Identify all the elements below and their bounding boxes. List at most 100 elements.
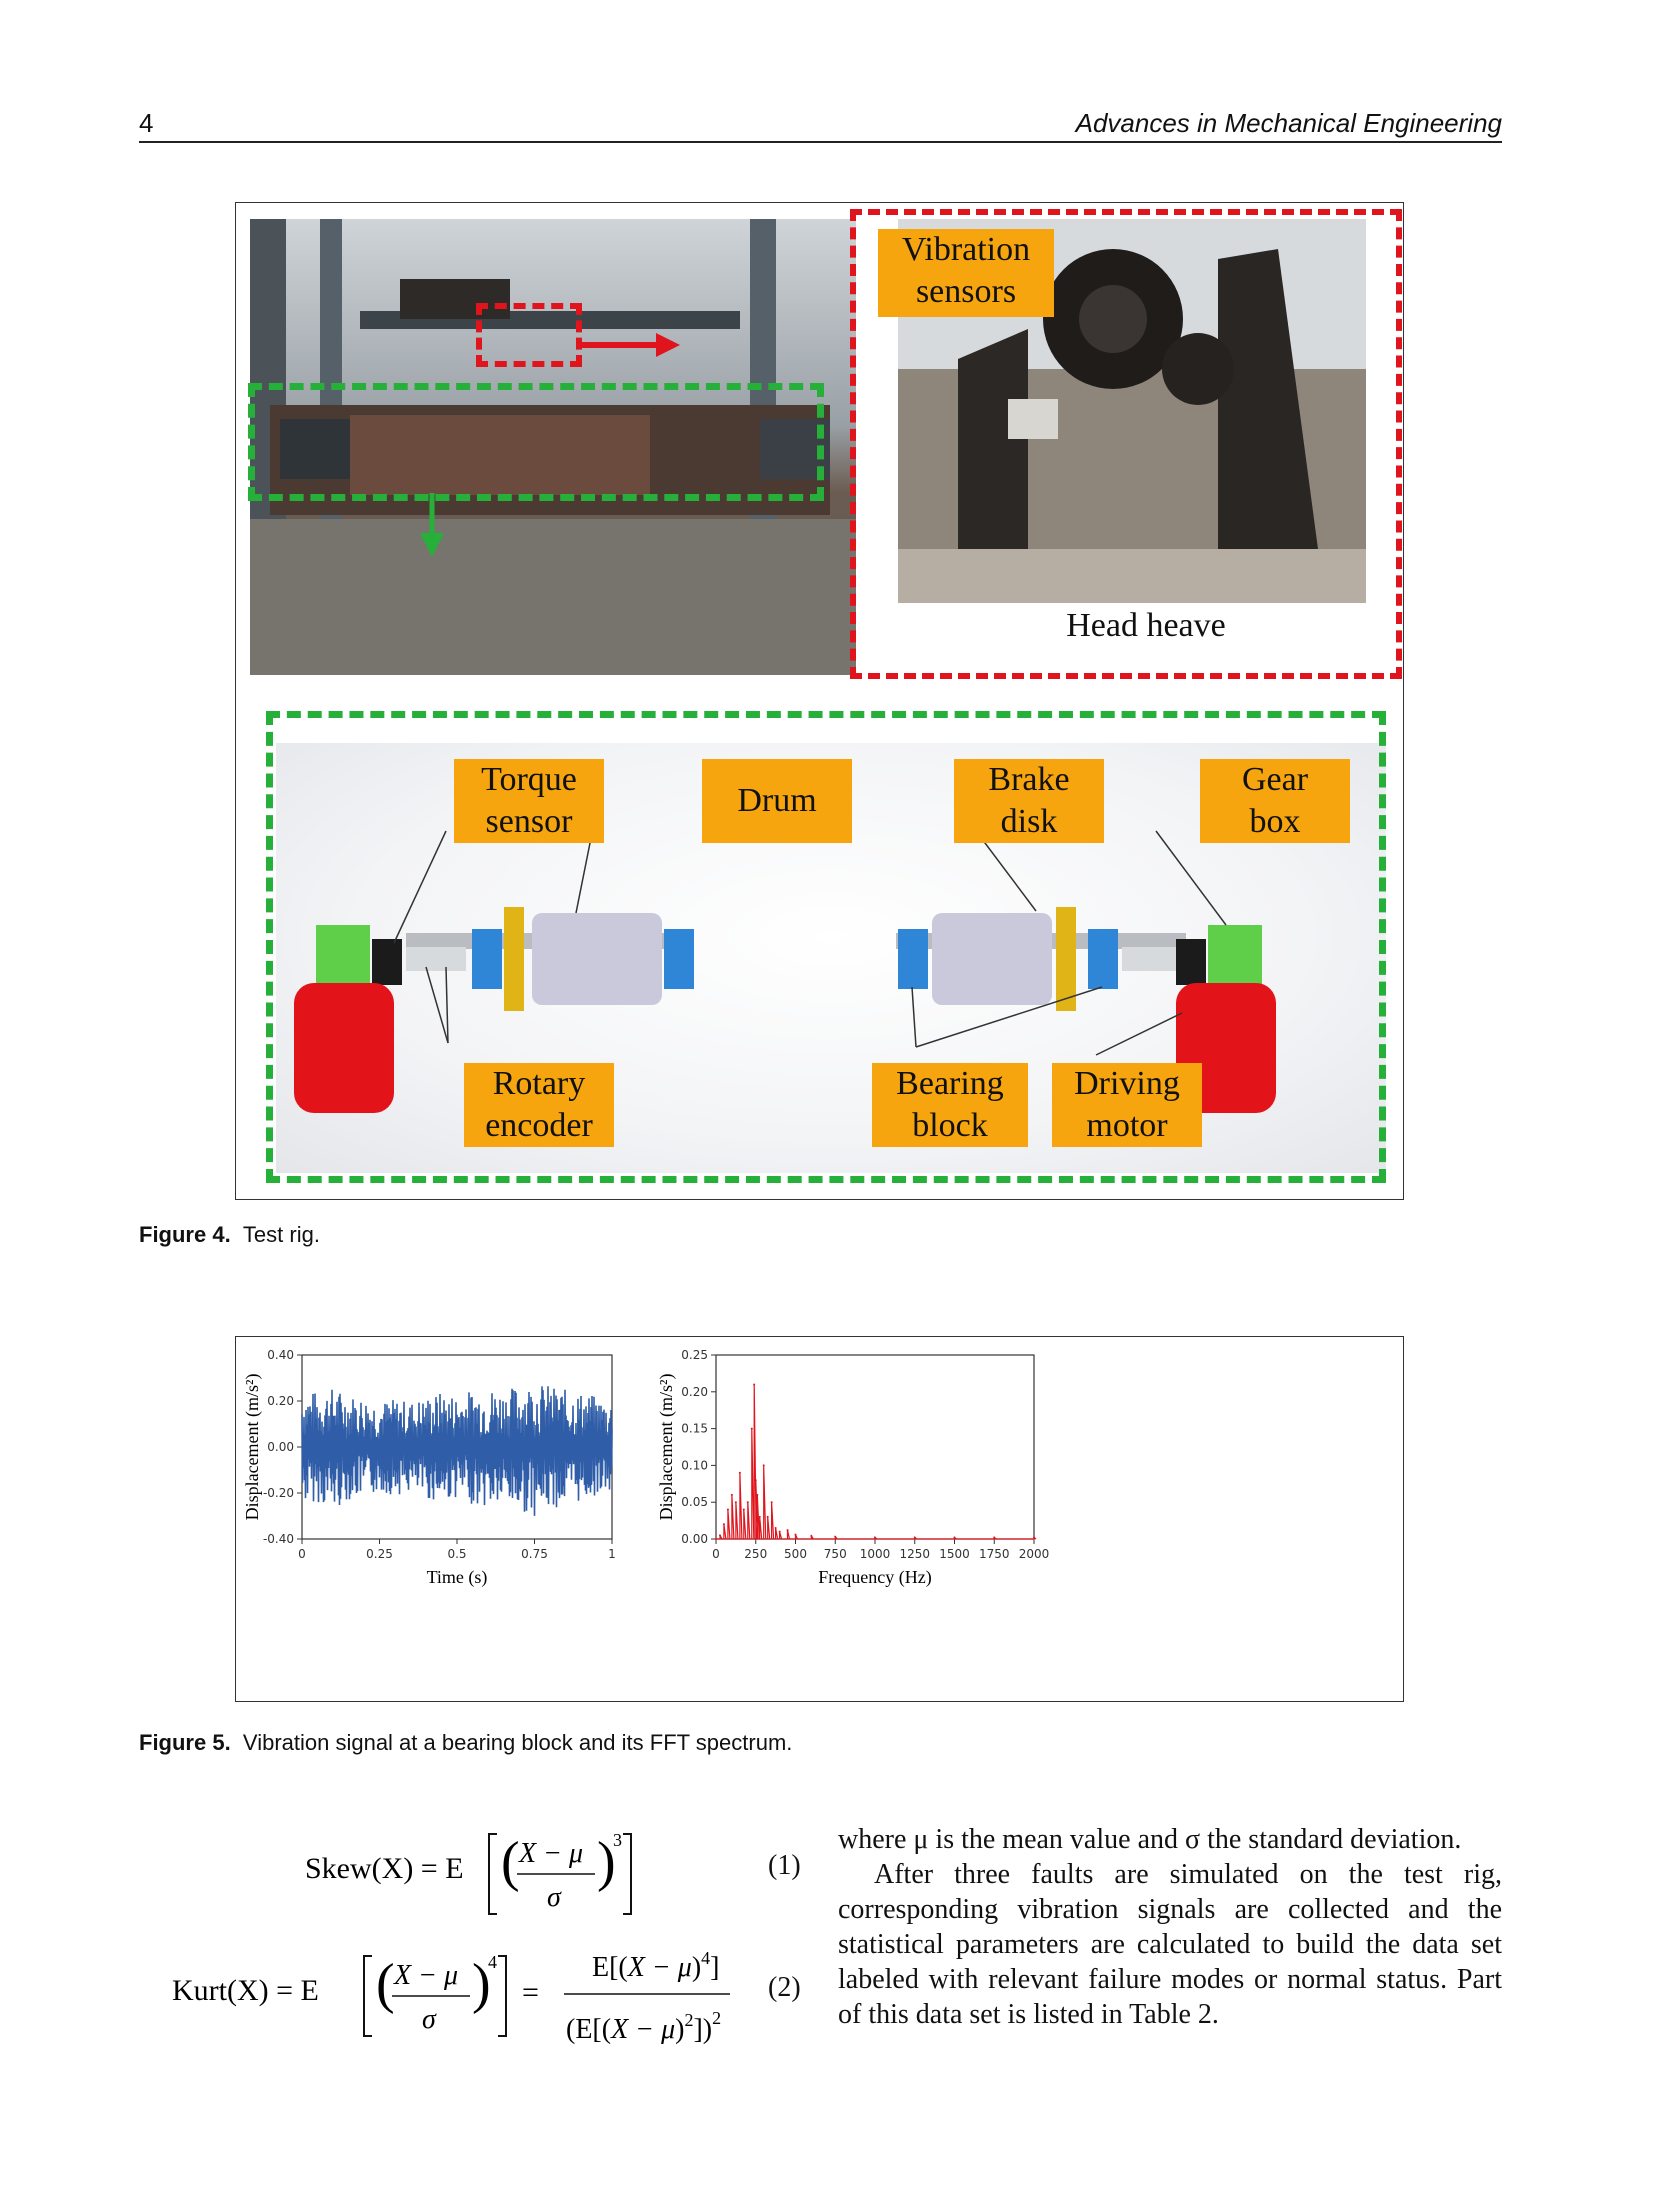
x-tick-label: 1500 <box>939 1547 970 1561</box>
spectrum-point <box>726 1508 729 1511</box>
caption-text: Vibration signal at a bearing block and … <box>242 1730 793 1755</box>
spectrum-point <box>953 1536 956 1539</box>
label-vibration-sensors: Vibration sensors <box>878 229 1054 317</box>
x-tick-label: 1750 <box>979 1547 1010 1561</box>
y-tick-label: 0.05 <box>681 1495 708 1509</box>
spectrum-point <box>770 1501 773 1504</box>
test-rig-photo-drawing <box>250 219 856 675</box>
spectrum-point <box>734 1501 737 1504</box>
label-line: sensor <box>485 803 573 840</box>
svg-text:X − μ: X − μ <box>518 1838 583 1869</box>
label-line: motor <box>1086 1107 1168 1144</box>
spectrum-point <box>766 1515 769 1518</box>
equation-kurtosis: Kurt(X) = E ( X − μ σ ) 4 = E[(X − μ)4] … <box>172 1930 742 2068</box>
x-tick-label: 0.5 <box>447 1547 466 1561</box>
x-tick-label: 1250 <box>899 1547 930 1561</box>
svg-text:σ: σ <box>547 1882 562 1913</box>
kurt-lhs: Kurt(X) = E <box>172 1974 319 2007</box>
spectrum-point <box>742 1508 745 1511</box>
x-tick-label: 0 <box>298 1547 306 1561</box>
spectrum-point <box>774 1526 777 1529</box>
svg-text:=: = <box>522 1976 539 2009</box>
spectrum-point <box>874 1536 876 1539</box>
head-heave-highlight-box <box>476 303 582 367</box>
figure-5: 0.40 0.20 0.00 -0.20 -0.40 0 0.25 0.5 0.75 1 Time … <box>235 1336 1404 1702</box>
label-head-heave: Head heave <box>1066 607 1226 644</box>
svg-text:): ) <box>472 1953 491 2015</box>
spectrum-point <box>758 1515 761 1518</box>
spectrum-point <box>913 1536 916 1539</box>
svg-text:E[(X − μ)4]: E[(X − μ)4] <box>592 1948 719 1983</box>
equation-2-number: (2) <box>768 1972 801 2003</box>
label-line: Driving <box>1074 1065 1180 1102</box>
equation-skewness: Skew(X) = E ( X − μ σ ) 3 <box>305 1822 635 1930</box>
spectrum-point <box>746 1501 749 1504</box>
spectrum-point <box>722 1523 725 1526</box>
y-tick-label: 0.25 <box>681 1348 708 1362</box>
spectrum-point <box>753 1383 756 1386</box>
y-tick-label: 0.00 <box>681 1532 708 1546</box>
svg-text:3: 3 <box>613 1830 622 1850</box>
rig-detail-box <box>266 711 1386 1183</box>
label-line: Brake <box>988 761 1070 798</box>
signal-line <box>301 1386 613 1516</box>
label-line: Torque <box>481 761 577 798</box>
y-tick-label: 0.15 <box>681 1422 708 1436</box>
label-line: Gear <box>1241 761 1309 798</box>
body-text: where μ is the mean value and σ the stan… <box>838 1822 1502 2032</box>
skewness-formula: Skew(X) = E ( X − μ σ ) 3 <box>305 1830 632 1915</box>
svg-text:σ: σ <box>422 2004 437 2035</box>
label-rotary-encoder: Rotary encoder <box>464 1063 614 1147</box>
y-tick-label: 0.20 <box>681 1385 708 1399</box>
head-heave-detail-box <box>850 209 1402 679</box>
label-line: sensors <box>915 273 1017 310</box>
y-axis-label: Displacement (m/s²) <box>242 1374 263 1521</box>
test-rig-photo <box>250 219 856 675</box>
kurtosis-formula: Kurt(X) = E ( X − μ σ ) 4 = E[(X − μ)4] … <box>172 1948 730 2045</box>
y-tick-label: 0.10 <box>681 1458 708 1472</box>
svg-text:(E[(X − μ)2])2: (E[(X − μ)2])2 <box>566 2008 721 2045</box>
svg-text:(: ( <box>501 1831 520 1893</box>
y-axis-label: Displacement (m/s²) <box>656 1374 677 1521</box>
svg-text:X − μ: X − μ <box>393 1960 458 1991</box>
label-bearing-block: Bearing block <box>872 1063 1028 1147</box>
x-tick-label: 250 <box>744 1547 767 1561</box>
spectrum-point <box>810 1535 813 1538</box>
header-rule <box>139 141 1502 143</box>
spectrum-point <box>750 1427 753 1430</box>
figure-5-caption: Figure 5. Vibration signal at a bearing … <box>139 1730 792 1756</box>
x-tick-label: 2000 <box>1019 1547 1050 1561</box>
label-line: box <box>1249 803 1301 840</box>
label-line: encoder <box>485 1107 593 1144</box>
equation-1-number: (1) <box>768 1850 801 1881</box>
paragraph: After three faults are simulated on the … <box>838 1859 1502 2030</box>
x-axis-label: Time (s) <box>427 1567 488 1588</box>
label-line: Bearing <box>896 1065 1004 1102</box>
label-driving-motor: Driving motor <box>1052 1063 1202 1147</box>
y-tick-label: 0.20 <box>267 1394 294 1408</box>
x-tick-label: 0 <box>712 1547 720 1561</box>
spectrum-point <box>786 1529 789 1532</box>
figure-arrows <box>420 333 680 557</box>
journal-title: Advances in Mechanical Engineering <box>1075 108 1502 138</box>
x-tick-label: 500 <box>784 1547 807 1561</box>
label-drum: Drum <box>702 759 852 843</box>
label-line: Vibration <box>901 231 1031 268</box>
figure-4-caption: Figure 4. Test rig. <box>139 1222 320 1248</box>
x-axis-label: Frequency (Hz) <box>818 1567 931 1588</box>
x-tick-label: 750 <box>824 1547 847 1561</box>
spectrum-point <box>778 1530 781 1533</box>
x-tick-label: 1000 <box>860 1547 891 1561</box>
caption-text: Test rig. <box>242 1222 320 1247</box>
label-gear-box: Gear box <box>1200 759 1350 843</box>
skew-lhs: Skew(X) = E <box>305 1852 464 1885</box>
svg-text:): ) <box>597 1831 616 1893</box>
spectrum-point <box>1033 1536 1035 1539</box>
figure-4: Vibration sensors Head heave <box>235 202 1404 1200</box>
head-heave-photo <box>898 219 1366 603</box>
spectrum-point <box>718 1534 721 1537</box>
y-tick-label: 0.00 <box>267 1440 294 1454</box>
spectrum-point <box>738 1471 741 1474</box>
y-tick-label: -0.40 <box>263 1532 294 1546</box>
spectrum-point <box>756 1493 759 1496</box>
